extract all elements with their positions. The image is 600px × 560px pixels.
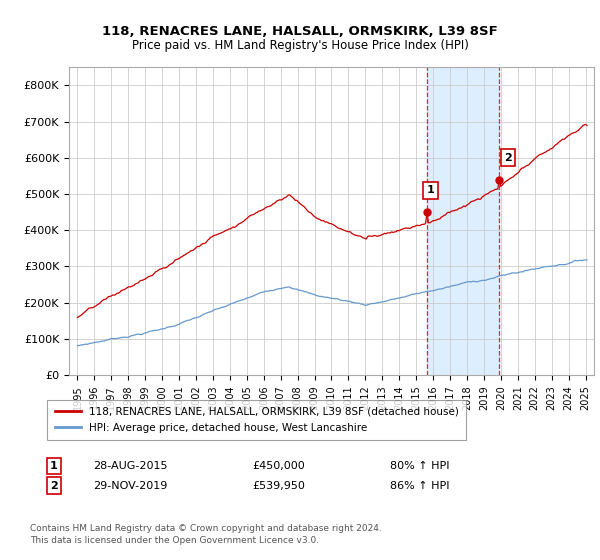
Text: £539,950: £539,950: [252, 480, 305, 491]
Text: 1: 1: [50, 461, 58, 471]
Text: 80% ↑ HPI: 80% ↑ HPI: [390, 461, 449, 471]
Text: 2: 2: [504, 153, 512, 163]
Text: Price paid vs. HM Land Registry's House Price Index (HPI): Price paid vs. HM Land Registry's House …: [131, 39, 469, 52]
Legend: 118, RENACRES LANE, HALSALL, ORMSKIRK, L39 8SF (detached house), HPI: Average pr: 118, RENACRES LANE, HALSALL, ORMSKIRK, L…: [47, 400, 466, 440]
Text: 86% ↑ HPI: 86% ↑ HPI: [390, 480, 449, 491]
Text: 2: 2: [50, 480, 58, 491]
Text: Contains HM Land Registry data © Crown copyright and database right 2024.
This d: Contains HM Land Registry data © Crown c…: [30, 524, 382, 545]
Text: 118, RENACRES LANE, HALSALL, ORMSKIRK, L39 8SF: 118, RENACRES LANE, HALSALL, ORMSKIRK, L…: [102, 25, 498, 38]
Text: £450,000: £450,000: [252, 461, 305, 471]
Text: 28-AUG-2015: 28-AUG-2015: [93, 461, 167, 471]
Text: 1: 1: [427, 185, 434, 195]
Bar: [427, 67, 499, 375]
Text: 29-NOV-2019: 29-NOV-2019: [93, 480, 167, 491]
